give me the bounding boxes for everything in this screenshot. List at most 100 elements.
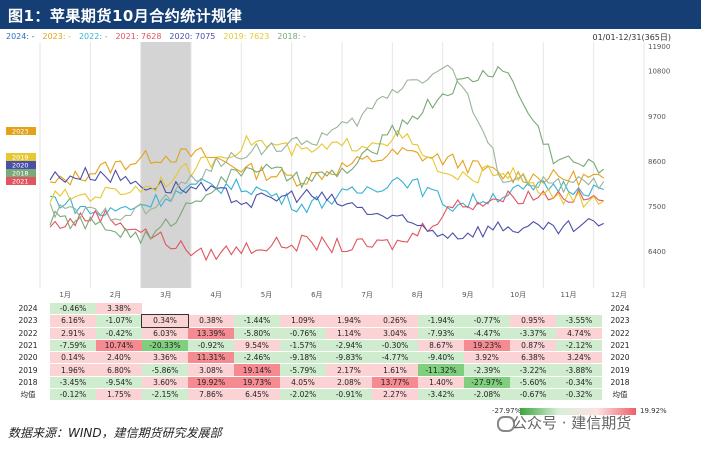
table-cell: -5.80%: [234, 327, 280, 340]
legend-item-2[interactable]: 2022: -: [78, 32, 108, 41]
y-tick-label: 8600: [648, 158, 666, 166]
legend-item-5[interactable]: 2019: 7623: [223, 32, 270, 41]
table-cell: 4.05%: [280, 376, 326, 390]
x-tick-label: 6月: [311, 291, 322, 299]
series-line-2022: [50, 176, 604, 217]
table-cell: -0.92%: [188, 339, 234, 353]
row-year-label: 2024: [6, 303, 50, 316]
table-cell: -2.39%: [464, 363, 510, 377]
table-cell: 6.45%: [234, 388, 280, 402]
end-tag-bg: [6, 169, 36, 177]
legend-item-1[interactable]: 2023: -: [42, 32, 71, 41]
table-cell: 19.23%: [464, 339, 510, 353]
row-year-label-right: 2022: [602, 327, 638, 340]
y-tick-label: 6400: [648, 248, 666, 256]
row-year-label: 2021: [6, 339, 50, 353]
legend-item-6[interactable]: 2018: -: [277, 32, 306, 41]
table-cell: -0.67%: [510, 388, 556, 402]
table-cell: 1.14%: [326, 327, 372, 340]
row-year-label: 2020: [6, 351, 50, 365]
legend-item-4[interactable]: 2020: 7075: [169, 32, 216, 41]
table-cell: -11.32%: [418, 363, 464, 377]
row-year-label-right: 2019: [602, 363, 638, 377]
table-cell: -1.94%: [418, 314, 464, 328]
table-cell: -2.15%: [142, 388, 188, 402]
row-year-label-right: 2020: [602, 351, 638, 365]
wechat-icon: [497, 416, 515, 432]
table-cell: 13.39%: [188, 327, 234, 340]
end-tag-bg: [6, 161, 36, 169]
table-cell: [280, 303, 326, 316]
table-cell: 0.95%: [510, 314, 556, 328]
end-tag-label: 2023: [12, 128, 29, 136]
series-line-2019: [49, 129, 604, 209]
legend-item-0[interactable]: 2024: -: [6, 32, 35, 41]
row-year-label: 2022: [6, 327, 50, 340]
series-line-2017: [49, 64, 605, 221]
end-tag-bg: [6, 153, 36, 161]
figure-title: 图1：苹果期货10月合约统计规律: [8, 7, 243, 25]
table-cell: [556, 303, 602, 316]
scale-max-label: 19.92%: [640, 407, 667, 415]
table-cell: 1.40%: [418, 376, 464, 390]
table-cell: 3.92%: [464, 351, 510, 365]
end-tag-label: 2021: [12, 178, 29, 186]
legend-item-3[interactable]: 2021: 7628: [115, 32, 162, 41]
table-cell: [326, 303, 372, 316]
table-row: 2023 6.16% -1.07% 0.34% 0.38% -1.44% 1.09% 1.94…: [6, 313, 638, 329]
table-row: 2019 1.96% 6.80% -5.86% 3.08% 19.14% -5.79% 2.1…: [6, 363, 638, 377]
end-tag-label: 2018: [12, 170, 29, 178]
table-cell: 1.96%: [50, 363, 96, 377]
table-cell: -9.40%: [418, 351, 464, 365]
x-tick-label: 2月: [110, 291, 121, 299]
row-year-label: 2023: [6, 314, 50, 328]
table-cell: [418, 303, 464, 316]
highlight-band: [140, 42, 191, 288]
row-year-label-right: 2023: [602, 314, 638, 328]
series-line-2018: [49, 65, 605, 245]
table-cell: 3.36%: [142, 351, 188, 365]
table-cell: 1.75%: [96, 388, 142, 402]
x-tick-label: 1月: [59, 291, 70, 299]
table-row: 2020 0.14% 2.40% 3.36% 11.31% -2.46% -9.18% -9.…: [6, 351, 638, 365]
table-cell: 2.91%: [50, 327, 96, 340]
table-cell: 9.54%: [234, 339, 280, 353]
table-cell: 1.09%: [280, 314, 326, 328]
table-cell: 19.73%: [234, 376, 280, 390]
table-cell: 6.38%: [510, 351, 556, 365]
legend: 2024: - 2023: - 2022: - 2021: 7628 2020: 707…: [6, 32, 314, 41]
table-cell: -1.57%: [280, 339, 326, 353]
table-cell: 19.14%: [234, 363, 280, 377]
row-year-label-right: 2024: [602, 303, 638, 316]
y-tick-label: 10800: [648, 68, 670, 76]
table-cell: 3.24%: [556, 351, 602, 365]
table-cell: -0.42%: [96, 327, 142, 340]
table-cell: -1.07%: [96, 314, 142, 328]
table-cell: 19.92%: [188, 376, 234, 390]
table-cell: 6.03%: [142, 327, 188, 340]
table-row: 2022 2.91% -0.42% 6.03% 13.39% -5.80% -0.76% 1.…: [6, 327, 638, 340]
table-cell: 0.87%: [510, 339, 556, 353]
table-cell: [510, 303, 556, 316]
table-cell: 2.40%: [96, 351, 142, 365]
table-cell: 1.61%: [372, 363, 418, 377]
table-cell: -1.44%: [234, 314, 280, 328]
x-tick-label: 9月: [462, 291, 473, 299]
table-cell: -5.86%: [142, 363, 188, 377]
table-cell: 10.74%: [96, 339, 142, 353]
table-cell: -9.18%: [280, 351, 326, 365]
table-cell: 0.34%: [141, 313, 189, 329]
table-cell: 0.14%: [50, 351, 96, 365]
table-cell: -3.42%: [418, 388, 464, 402]
table-row: 均值 -0.12% 1.75% -2.15% 7.86% 6.45% -2.02% -0.91…: [6, 388, 638, 402]
y-tick-label: 9700: [648, 113, 666, 121]
table-cell: -20.33%: [142, 339, 188, 353]
table-cell: -0.34%: [556, 376, 602, 390]
color-scale: [520, 408, 636, 415]
table-cell: -2.02%: [280, 388, 326, 402]
table-cell: -3.88%: [556, 363, 602, 377]
table-cell: 13.77%: [372, 376, 418, 390]
date-range: 01/01-12/31(365日): [592, 33, 671, 42]
table-cell: -9.83%: [326, 351, 372, 365]
table-cell: 11.31%: [188, 351, 234, 365]
